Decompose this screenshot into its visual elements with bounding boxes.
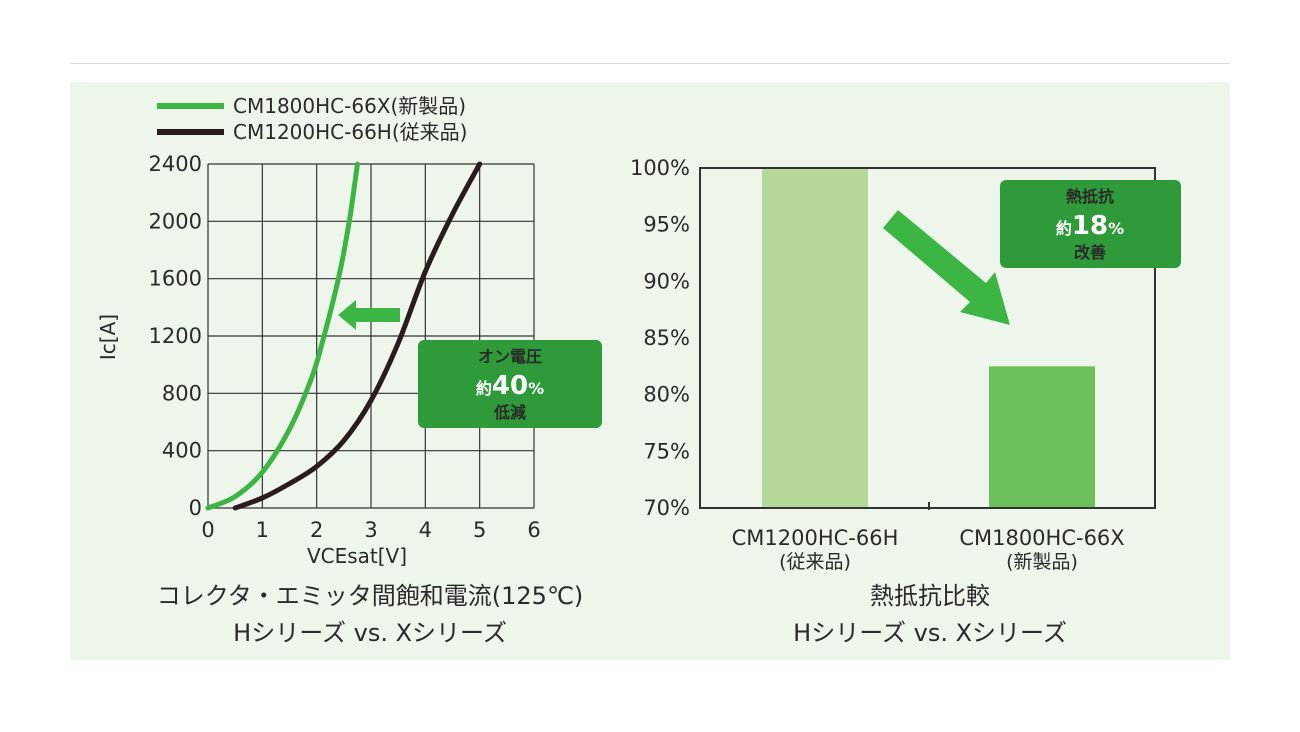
x-tick-label: 0 [201,518,214,542]
bar-label-old: CM1200HC-66H [732,526,899,550]
y-tick-label: 80% [643,383,690,407]
y-tick-label: 400 [162,439,202,463]
y-tick-label: 2400 [149,152,202,176]
left-caption-line1: コレクタ・エミッタ間飽和電流(125℃) [157,582,584,610]
ic-vce-x-tick-labels: 0 1 2 3 4 5 6 [201,518,540,542]
left-arrow-icon [338,300,400,330]
y-tick-label: 95% [643,213,690,237]
y-tick-label: 75% [643,439,690,463]
y-tick-label: 800 [162,381,202,405]
x-tick-label: 5 [473,518,486,542]
y-tick-label: 90% [643,269,690,293]
x-axis-label: VCEsat[V] [307,544,407,568]
y-tick-label: 85% [643,326,690,350]
y-tick-label: 1200 [149,324,202,348]
x-tick-label: 1 [256,518,269,542]
y-axis-label: Ic[A] [96,314,120,360]
thermal-badge-unit: % [1108,219,1124,238]
thermal-badge: 熱抵抗 約18% 改善 [1000,180,1181,268]
y-tick-label: 100% [630,156,690,180]
y-tick-label: 2000 [149,209,202,233]
thermal-resistance-chart: 70% 75% 80% 85% 90% 95% 100% CM1200HC-66H (従来品… [630,156,1181,647]
series-line-new [205,161,360,511]
on-voltage-badge-line1: オン電圧 [478,347,542,366]
ic-vce-series-lines [205,161,483,511]
x-tick-label: 4 [419,518,432,542]
left-caption-line2: Hシリーズ vs. Xシリーズ [233,619,507,647]
thermal-badge-number: 18 [1072,211,1108,241]
thermal-badge-bg [1000,180,1181,268]
thermal-badge-line3: 改善 [1074,243,1106,262]
x-tick-label: 3 [364,518,377,542]
top-divider [70,63,1230,64]
on-voltage-badge-value: 約40% [476,371,544,401]
y-tick-label: 70% [643,496,690,520]
bar-sublabel-old: (従来品) [779,551,851,573]
on-voltage-badge-bg [418,340,602,428]
thermal-resistance-frame [699,167,1156,509]
right-caption-line2: Hシリーズ vs. Xシリーズ [793,619,1067,647]
y-tick-label: 0 [189,496,202,520]
right-caption-line1: 熱抵抗比較 [870,582,990,610]
x-tick-label: 6 [527,518,540,542]
bar-new-product [989,366,1095,508]
on-voltage-badge-unit: % [528,379,544,398]
bar-sublabel-new: (新製品) [1006,551,1078,573]
x-tick-label: 2 [310,518,323,542]
ic-vce-y-tick-labels: 0 400 800 1200 1600 2000 2400 [149,152,202,520]
thermal-resistance-bars [762,168,1095,508]
bar-label-new: CM1800HC-66X [959,526,1124,550]
thermal-resistance-y-tick-labels: 70% 75% 80% 85% 90% 95% 100% [630,156,690,520]
on-voltage-badge-line3: 低減 [493,403,526,422]
bar-old-product [762,168,868,508]
thermal-badge-value: 約18% [1056,211,1124,241]
legend-label-old: CM1200HC-66H(従来品) [233,120,467,144]
diagonal-arrow-icon [883,210,1010,325]
legend-label-new: CM1800HC-66X(新製品) [233,94,466,118]
thermal-badge-prefix: 約 [1056,219,1072,238]
on-voltage-badge-prefix: 約 [476,379,492,398]
ic-vce-chart: 0 400 800 1200 1600 2000 2400 0 1 2 3 4 5 6 Ic[A] VC… [96,94,602,647]
y-tick-label: 1600 [149,267,202,291]
ic-vce-grid [207,163,535,509]
thermal-badge-line1: 熱抵抗 [1066,187,1114,206]
on-voltage-badge: オン電圧 約40% 低減 [418,340,602,428]
on-voltage-badge-number: 40 [492,371,528,401]
series-line-old [232,161,483,511]
legend: CM1800HC-66X(新製品) CM1200HC-66H(従来品) [157,94,467,144]
